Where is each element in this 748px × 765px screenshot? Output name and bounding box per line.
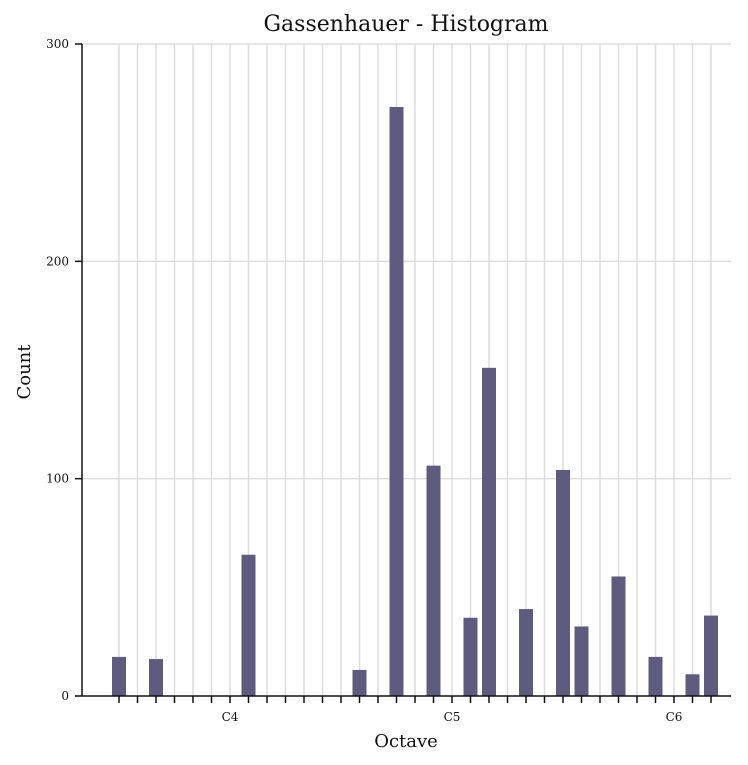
histogram-bar bbox=[648, 656, 663, 696]
ticks: 0 100 200 300 C4 C5 C6 bbox=[46, 37, 712, 724]
bars bbox=[112, 107, 718, 696]
grid-lines bbox=[82, 43, 731, 696]
axes bbox=[81, 44, 731, 697]
y-tick-label: 300 bbox=[46, 37, 69, 51]
histogram-bar bbox=[426, 465, 441, 696]
histogram-bar bbox=[389, 107, 404, 696]
x-tick-label: C6 bbox=[666, 710, 683, 724]
y-axis-label: Count bbox=[14, 344, 35, 400]
histogram-bar bbox=[556, 469, 570, 696]
histogram-bar bbox=[574, 626, 589, 696]
histogram-bar bbox=[704, 615, 718, 696]
chart-title: Gassenhauer - Histogram bbox=[263, 12, 548, 37]
y-tick-label: 200 bbox=[46, 254, 69, 268]
histogram-bar bbox=[519, 609, 533, 696]
histogram-bar bbox=[149, 659, 163, 696]
histogram-bar bbox=[463, 617, 478, 696]
x-tick-label: C4 bbox=[222, 710, 239, 724]
histogram-bar bbox=[112, 656, 126, 696]
histogram-bar bbox=[611, 576, 626, 696]
histogram-bar bbox=[352, 669, 367, 696]
y-tick-label: 100 bbox=[46, 472, 69, 486]
x-axis-label: Octave bbox=[374, 731, 438, 752]
histogram-bar bbox=[241, 554, 256, 696]
y-tick-label: 0 bbox=[61, 689, 69, 703]
histogram-bar bbox=[482, 367, 496, 696]
x-tick-label: C5 bbox=[444, 710, 461, 724]
histogram-bar bbox=[685, 674, 700, 696]
